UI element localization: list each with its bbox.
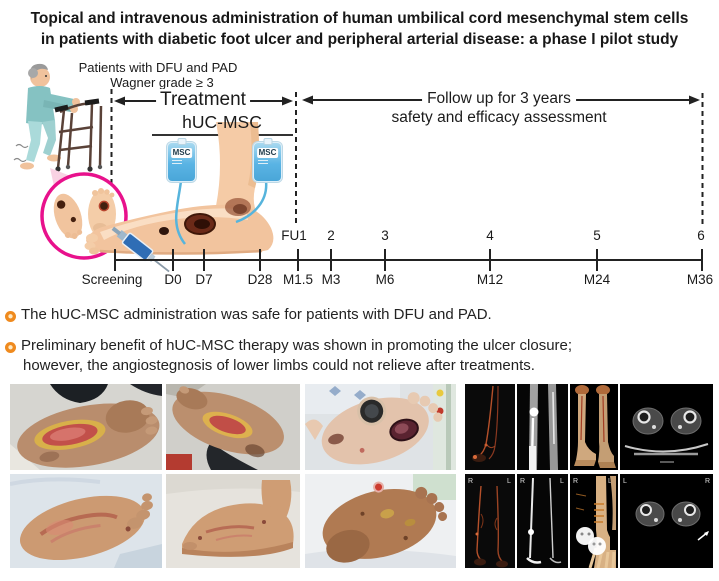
phase-dashed-lines [110,89,704,225]
cta-3d-angiogram-followup: R L [465,474,515,568]
page-title: Topical and intravenous administration o… [0,8,719,50]
patient-caption-line2: Wagner grade ≥ 3 [110,75,214,90]
angiogram-grayscale-followup: R L [517,474,568,568]
finding-efficacy-line2: however, the angiostegnosis of lower lim… [23,357,535,374]
orientation-label-left: L [507,478,511,485]
timeline-tick-m6: M6 [375,272,395,287]
fu-visit-5: 5 [593,228,601,243]
huc-msc-label: hUC-MSC [182,112,262,132]
bone-reconstruction-followup: R L [570,474,618,568]
photo-foot-ulcer-dorsal-baseline [10,384,162,470]
timeline-tick-m36: M36 [686,272,714,287]
timeline-axis [114,249,703,271]
photo-foot-sole-healed [305,474,456,568]
photo-foot-sole-wounds-baseline [305,384,456,470]
orientation-label-left: L [608,478,612,485]
patient-caption-line1: Patients with DFU and PAD [78,60,238,75]
bullet-icon [5,342,16,353]
orientation-label-right: R [468,478,473,485]
title-line2: in patients with diabetic foot ulcer and… [40,31,679,48]
treatment-phase-label: Treatment [156,89,250,111]
iv-bag-text-lines [172,160,182,166]
followup-phase-line2: safety and efficacy assessment [386,109,612,127]
photo-foot-healed-dorsal [10,474,162,568]
photo-foot-ulcer-medial-baseline [166,384,300,470]
msc-bag-label: MSC [256,148,279,158]
orientation-label-left: L [623,478,627,485]
bone-reconstruction-baseline [570,384,618,470]
timeline-tick-m3: M3 [321,272,341,287]
msc-iv-bag-left: MSC [167,138,196,182]
fu-visit-3: 3 [381,228,389,243]
orientation-label-right: R [520,478,525,485]
orientation-label-left: L [560,478,564,485]
msc-iv-bag-right: MSC [253,138,282,182]
fu-visit-4: 4 [486,228,494,243]
timeline-tick-m12: M12 [476,272,504,287]
patient-walker-illustration [13,63,103,172]
orientation-label-right: R [573,478,578,485]
orientation-label-right: R [705,478,710,485]
ct-cross-section-baseline [620,384,713,470]
timeline-tick-d0: D0 [164,272,182,287]
timeline-tick-screening: Screening [81,272,143,287]
followup-phase-line1: Follow up for 3 years [422,90,576,108]
msc-bag-label: MSC [170,148,193,158]
fu-visit-1: FU1 [281,228,307,243]
timeline-tick-m24: M24 [583,272,611,287]
syringe-icon [111,226,170,273]
angiogram-grayscale-baseline [517,384,568,470]
cta-3d-angiogram-baseline [465,384,515,470]
iv-bag-text-lines [258,160,268,166]
fu-visit-2: 2 [327,228,335,243]
timeline-tick-m1-5: M1.5 [282,272,314,287]
finding-efficacy-line1: Preliminary benefit of hUC-MSC therapy w… [21,337,573,354]
fu-visit-6: 6 [697,228,705,243]
photo-foot-healed-medial [166,474,300,568]
timeline-tick-d7: D7 [195,272,213,287]
iv-bag-port [263,138,272,145]
ct-cross-section-followup: L R [620,474,713,568]
bullet-icon [5,311,16,322]
timeline-tick-d28: D28 [247,272,273,287]
iv-bag-port [177,138,186,145]
finding-safety: The hUC-MSC administration was safe for … [21,306,492,323]
title-line1: Topical and intravenous administration o… [30,10,689,27]
